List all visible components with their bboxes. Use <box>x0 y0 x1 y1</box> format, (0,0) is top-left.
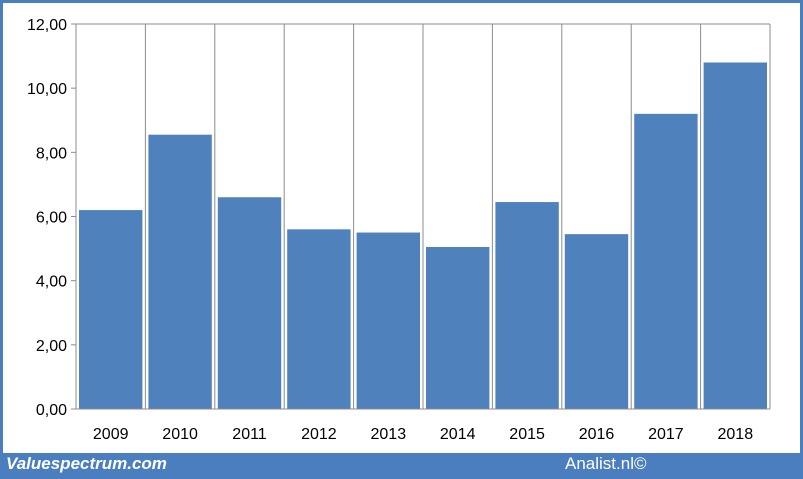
x-tick-label: 2011 <box>232 426 267 443</box>
x-tick-label: 2014 <box>440 426 476 443</box>
y-tick-label: 6,00 <box>36 210 67 227</box>
x-tick-label: 2010 <box>162 426 198 443</box>
x-tick-label: 2009 <box>93 426 129 443</box>
y-tick-label: 12,00 <box>27 17 67 34</box>
footer-credit: Analist.nl© <box>565 454 647 473</box>
axes <box>71 23 770 410</box>
bar-2018 <box>703 62 767 409</box>
y-axis-labels: 0,00 2,00 4,00 6,00 8,00 10,00 12,00 <box>27 17 67 419</box>
y-tick-label: 4,00 <box>36 274 67 291</box>
bar-2013 <box>356 232 420 409</box>
x-tick-label: 2012 <box>301 426 337 443</box>
x-tick-label: 2013 <box>371 426 407 443</box>
grid-lines <box>75 23 771 409</box>
chart-frame: 0,00 2,00 4,00 6,00 8,00 10,00 12,00 2009 2010 2… <box>3 3 800 453</box>
bar-2015 <box>495 202 559 409</box>
y-tick-label: 0,00 <box>36 402 67 419</box>
bar-2011 <box>217 197 282 409</box>
bar-2012 <box>287 229 351 409</box>
bar-2014 <box>426 246 490 409</box>
bar-2009 <box>79 210 143 409</box>
bar-2016 <box>564 234 629 409</box>
bar-2010 <box>148 134 212 409</box>
bars <box>79 62 767 409</box>
x-tick-label: 2017 <box>648 426 684 443</box>
x-tick-label: 2016 <box>579 426 615 443</box>
y-tick-label: 10,00 <box>27 81 67 98</box>
bar-2017 <box>634 113 698 409</box>
x-tick-label: 2018 <box>718 426 754 443</box>
footer-brand: Valuespectrum.com <box>6 454 167 473</box>
y-tick-label: 2,00 <box>36 338 67 355</box>
x-axis-labels: 2009 2010 2011 2012 2013 2014 2015 2016 2017 2018 <box>93 426 753 443</box>
y-tick-label: 8,00 <box>36 145 67 162</box>
x-tick-label: 2015 <box>509 426 545 443</box>
